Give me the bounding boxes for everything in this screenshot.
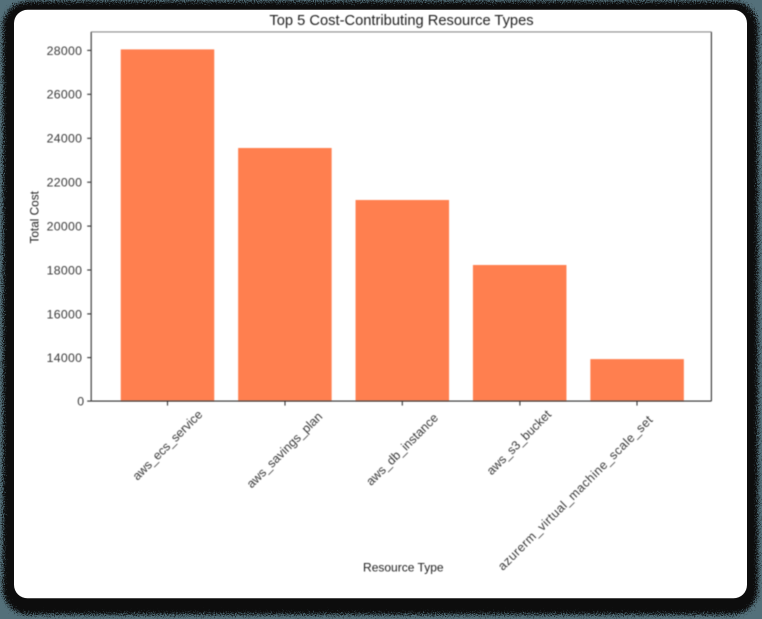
svg-text:16000: 16000	[47, 307, 83, 321]
svg-text:26000: 26000	[47, 88, 83, 102]
svg-text:20000: 20000	[47, 220, 83, 234]
svg-text:24000: 24000	[47, 132, 83, 146]
svg-text:0: 0	[77, 395, 84, 409]
svg-text:14000: 14000	[47, 351, 83, 365]
svg-text:22000: 22000	[47, 176, 83, 190]
svg-text:18000: 18000	[47, 263, 83, 277]
svg-text:Top 5 Cost-Contributing Resour: Top 5 Cost-Contributing Resource Types	[269, 13, 533, 29]
svg-text:28000: 28000	[47, 44, 83, 58]
svg-text:Resource Type: Resource Type	[363, 561, 444, 575]
svg-text:Total Cost: Total Cost	[27, 190, 41, 243]
